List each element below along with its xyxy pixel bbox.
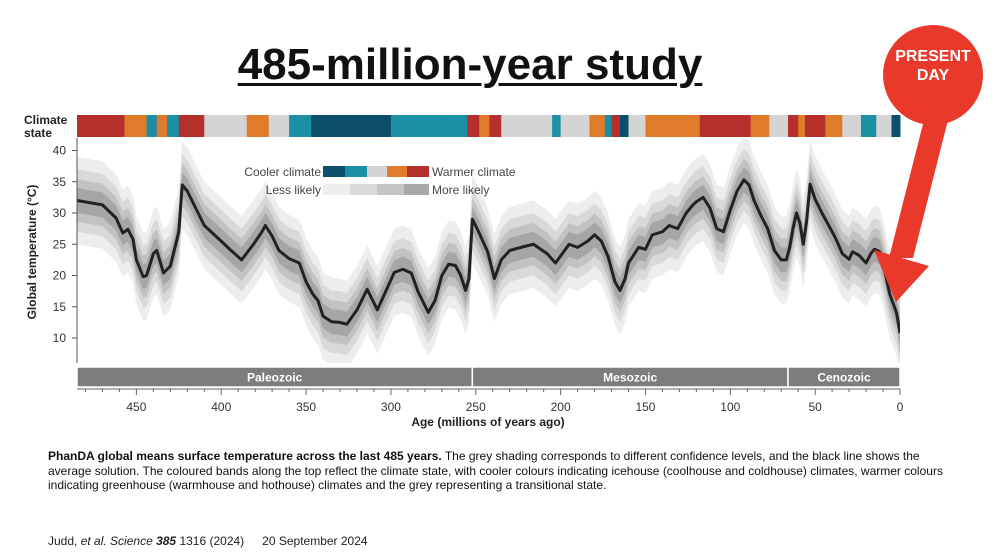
climate-segment-17 xyxy=(552,115,562,137)
climate-segment-3 xyxy=(156,115,168,137)
x-tick-label: 50 xyxy=(808,400,822,414)
climate-segment-16 xyxy=(501,115,553,137)
climate-segment-14 xyxy=(479,115,490,137)
legend-warmer-label: Warmer climate xyxy=(432,165,516,179)
x-tick-label: 100 xyxy=(720,400,740,414)
climate-segment-20 xyxy=(604,115,613,137)
page-title: 485-million-year study xyxy=(0,40,940,90)
climate-state-label: Climate xyxy=(24,113,68,127)
climate-segment-28 xyxy=(750,115,770,137)
climate-segment-26 xyxy=(699,115,725,137)
climate-state-band xyxy=(77,115,901,137)
caption-bold: PhanDA global means surface temperature … xyxy=(48,449,442,463)
climate-segment-5 xyxy=(178,115,205,137)
present-day-arrow-icon xyxy=(883,25,983,125)
x-tick-label: 200 xyxy=(551,400,571,414)
climate-segment-30 xyxy=(788,115,799,137)
climate-segment-36 xyxy=(876,115,893,137)
citation-authors: Judd, xyxy=(48,534,81,548)
era-label-mesozoic: Mesozoic xyxy=(603,371,657,385)
climate-segment-13 xyxy=(467,115,480,137)
x-tick-label: 350 xyxy=(296,400,316,414)
citation-journal: Science xyxy=(106,534,157,548)
present-day-label-line1: PRESENT xyxy=(895,48,971,65)
climate-segment-15 xyxy=(489,115,502,137)
climate-segment-6 xyxy=(204,115,248,137)
climate-segment-12 xyxy=(441,115,468,137)
x-tick-label: 150 xyxy=(635,400,655,414)
climate-segment-21 xyxy=(611,115,621,137)
citation-volume: 385 xyxy=(156,534,177,548)
y-tick-label: 40 xyxy=(53,144,67,158)
x-tick-label: 250 xyxy=(466,400,486,414)
legend-more-label: More likely xyxy=(432,183,489,197)
climate-segment-35 xyxy=(860,115,877,137)
climate-segment-27 xyxy=(723,115,752,137)
climate-segment-8 xyxy=(268,115,290,137)
y-tick-label: 10 xyxy=(53,331,67,345)
citation: Judd, et al. Science 385 1316 (2024) 20 S… xyxy=(48,534,368,548)
climate-segment-4 xyxy=(166,115,180,137)
climate-segment-25 xyxy=(679,115,701,137)
era-band: Paleozoic Mesozoic Cenozoic xyxy=(76,366,901,388)
climate-segment-2 xyxy=(146,115,158,137)
era-segment-2 xyxy=(787,366,901,388)
citation-pages: 1316 (2024) xyxy=(176,534,245,548)
era-label-cenozoic: Cenozoic xyxy=(817,371,871,385)
x-tick-label: 0 xyxy=(897,400,904,414)
climate-state-label-2: state xyxy=(24,126,52,140)
caption-text: The grey shading corresponds to differen… xyxy=(48,449,943,492)
y-tick-label: 35 xyxy=(53,175,67,189)
climate-segment-31 xyxy=(798,115,806,137)
y-tick-label: 30 xyxy=(53,206,67,220)
climate-segment-0 xyxy=(77,115,126,137)
y-axis-title: Global temperature (°C) xyxy=(25,185,39,320)
climate-segment-24 xyxy=(645,115,680,137)
climate-segment-22 xyxy=(620,115,629,137)
page-title-text: 485-million-year study xyxy=(237,40,703,89)
y-tick-label: 20 xyxy=(53,269,67,283)
citation-date: 20 September 2024 xyxy=(262,534,368,548)
legend-cooler-label: Cooler climate xyxy=(244,165,321,179)
x-tick-label: 400 xyxy=(211,400,231,414)
climate-segment-18 xyxy=(560,115,590,137)
present-day-label-line2: DAY xyxy=(916,67,950,84)
era-label-paleozoic: Paleozoic xyxy=(247,371,303,385)
climate-segment-10 xyxy=(311,115,392,137)
climate-segment-34 xyxy=(842,115,862,137)
y-tick-label: 25 xyxy=(53,237,67,251)
climate-segment-19 xyxy=(589,115,606,137)
climate-segment-23 xyxy=(628,115,646,137)
mean-temperature-line xyxy=(77,178,900,334)
x-axis-title: Age (millions of years ago) xyxy=(411,415,564,429)
figure-caption: PhanDA global means surface temperature … xyxy=(48,449,948,493)
present-day-label: PRESENT DAY xyxy=(882,47,984,85)
y-tick-label: 15 xyxy=(53,300,67,314)
x-tick-label: 300 xyxy=(381,400,401,414)
climate-segment-32 xyxy=(804,115,826,137)
legend: Cooler climate Warmer climate Less likel… xyxy=(244,165,516,197)
climate-segment-33 xyxy=(825,115,843,137)
x-tick-label: 450 xyxy=(126,400,146,414)
legend-less-label: Less likely xyxy=(266,183,321,197)
citation-etal: et al. xyxy=(80,534,107,548)
climate-segment-1 xyxy=(124,115,148,137)
climate-segment-11 xyxy=(390,115,443,137)
climate-segment-29 xyxy=(769,115,789,137)
climate-segment-7 xyxy=(246,115,270,137)
climate-segment-9 xyxy=(289,115,312,137)
